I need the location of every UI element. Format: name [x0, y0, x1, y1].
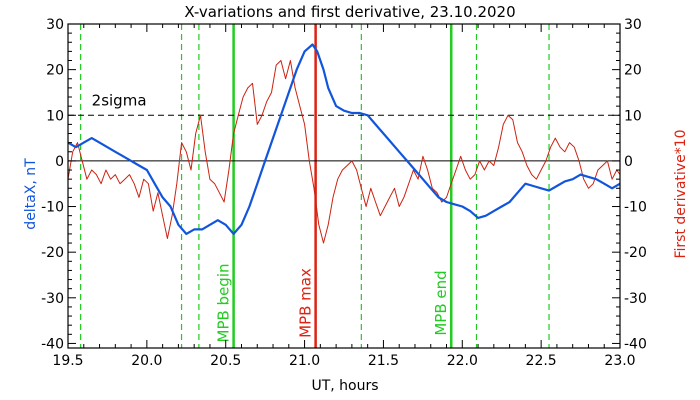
right-y-tick-label: -40: [624, 336, 647, 352]
chart-title: X-variations and first derivative, 23.10…: [184, 3, 515, 21]
x-tick-label: 22.5: [526, 353, 557, 369]
left-y-tick-label: -20: [41, 245, 64, 261]
right-y-tick-label: -30: [624, 291, 647, 307]
marker-label: MPB begin: [215, 264, 233, 343]
x-tick-label: 20.0: [131, 353, 162, 369]
x-tick-label: 20.5: [210, 353, 241, 369]
right-y-tick-label: 0: [624, 154, 633, 170]
left-y-tick-label: 10: [46, 108, 64, 124]
right-y-tick-label: -10: [624, 200, 647, 216]
right-y-tick-label: 20: [624, 63, 642, 79]
left-y-tick-label: -10: [41, 200, 64, 216]
left-y-axis-label: deltaX, nT: [23, 158, 39, 230]
left-y-tick-label: 20: [46, 63, 64, 79]
plot-area: MPB begin MPB max MPB end 2sigma 19.5 20.0 20.…: [41, 17, 647, 369]
right-y-tick-label: 30: [624, 17, 642, 33]
right-y-tick-label: 10: [624, 108, 642, 124]
marker-label: MPB end: [432, 270, 450, 335]
series-derivative-line: [67, 60, 621, 244]
threshold-label: 2sigma: [92, 91, 147, 109]
marker-label: MPB max: [297, 268, 315, 338]
x-tick-label: 21.0: [289, 353, 320, 369]
x-tick-label: 19.5: [52, 353, 83, 369]
x-axis-label: UT, hours: [311, 378, 378, 394]
left-y-tick-label: -30: [41, 291, 64, 307]
left-y-tick-label: -40: [41, 336, 64, 352]
x-tick-label: 21.5: [368, 353, 399, 369]
left-y-tick-label: 0: [55, 154, 64, 170]
right-y-tick-label: -20: [624, 245, 647, 261]
x-tick-label: 23.0: [604, 353, 635, 369]
left-y-tick-label: 30: [46, 17, 64, 33]
plot-frame: [67, 23, 621, 349]
x-tick-label: 22.0: [447, 353, 478, 369]
right-y-axis-label: First derivative*10: [673, 129, 689, 258]
series-deltax-line: [67, 43, 621, 235]
